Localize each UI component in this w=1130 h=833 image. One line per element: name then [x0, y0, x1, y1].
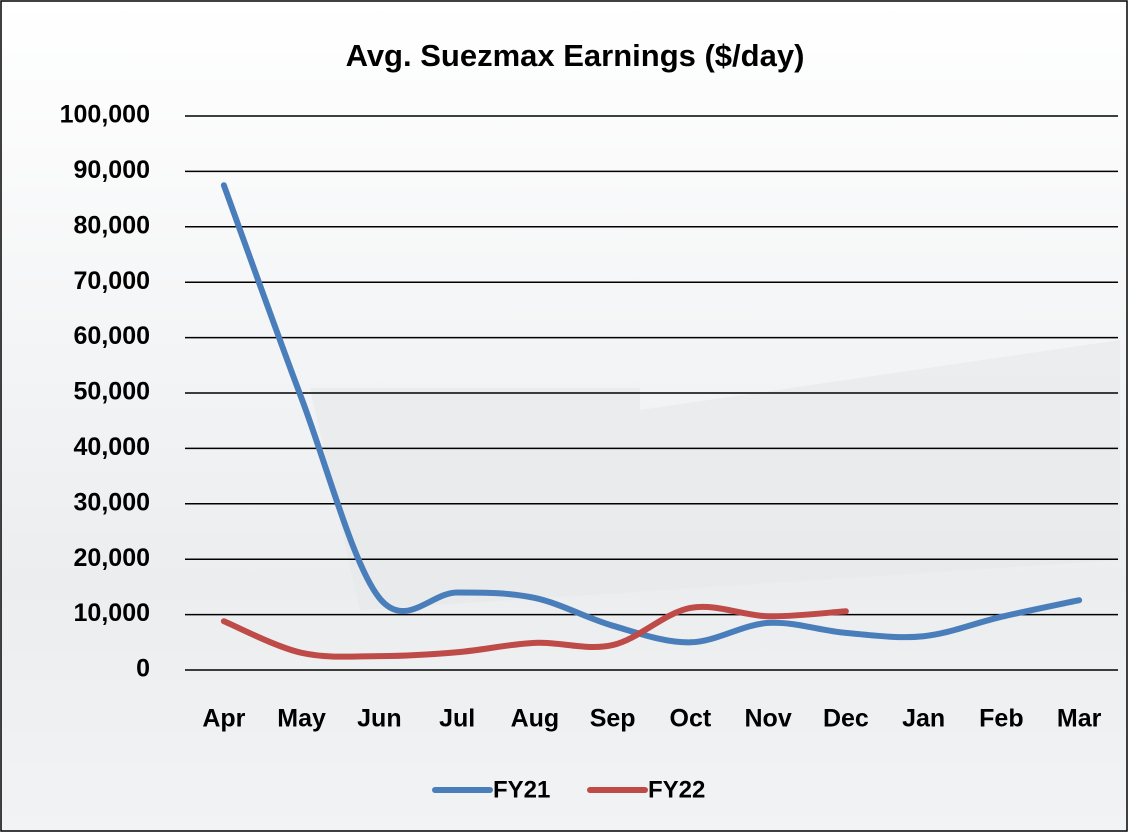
line-series	[220, 182, 1083, 646]
y-tick-label: 30,000	[74, 488, 150, 516]
x-tick-label: Jan	[902, 705, 945, 733]
x-tick-label: Jul	[439, 705, 475, 733]
x-tick-label: Nov	[745, 705, 792, 733]
y-tick-label: 0	[136, 655, 150, 683]
x-tick-label: Jun	[357, 705, 401, 733]
y-tick-label: 70,000	[74, 267, 150, 295]
chart-title: Avg. Suezmax Earnings ($/day)	[346, 38, 805, 73]
background-ship	[310, 340, 1120, 610]
line-series	[220, 603, 849, 660]
x-tick-label: Apr	[202, 705, 245, 733]
y-tick-label: 50,000	[74, 378, 150, 406]
x-tick-label: Feb	[979, 705, 1023, 733]
y-tick-label: 10,000	[74, 599, 150, 627]
x-tick-label: Mar	[1057, 705, 1102, 733]
y-tick-label: 80,000	[74, 211, 150, 239]
y-tick-label: 20,000	[74, 544, 150, 572]
x-tick-label: May	[277, 705, 326, 733]
x-tick-label: Aug	[511, 705, 560, 733]
y-tick-label: 90,000	[74, 156, 150, 184]
legend-label: FY21	[493, 776, 550, 803]
y-tick-label: 40,000	[74, 433, 150, 461]
y-tick-label: 60,000	[74, 322, 150, 350]
x-tick-label: Dec	[823, 705, 869, 733]
y-tick-label: 100,000	[60, 101, 150, 129]
x-tick-label: Sep	[590, 705, 636, 733]
x-tick-label: Oct	[670, 705, 712, 733]
legend-label: FY22	[648, 776, 705, 803]
